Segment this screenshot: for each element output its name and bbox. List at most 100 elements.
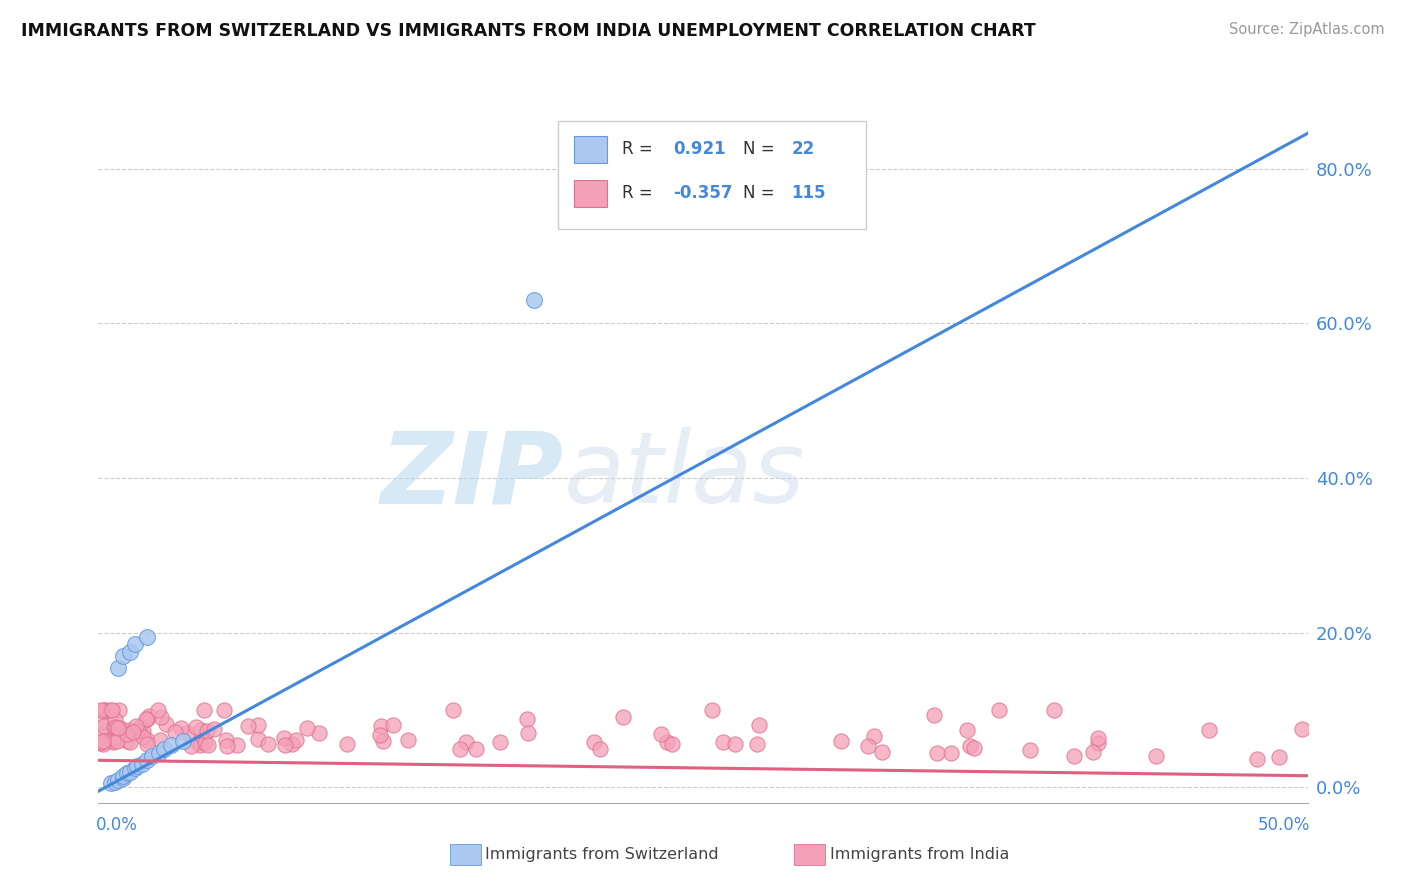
Point [274, 738, 297, 752]
Point [465, 742, 488, 756]
Point [856, 739, 879, 753]
Point [370, 718, 392, 732]
Point [90, 735, 112, 749]
Point [1043, 703, 1066, 717]
Text: Immigrants from Switzerland: Immigrants from Switzerland [485, 847, 718, 862]
Point [1087, 736, 1109, 750]
Point [93, 719, 115, 733]
Point [188, 738, 211, 752]
Point [135, 630, 157, 644]
Point [90, 736, 112, 750]
Point [146, 703, 169, 717]
Text: 0.921: 0.921 [672, 140, 725, 158]
Point [1246, 752, 1268, 766]
Point [136, 712, 159, 726]
Point [650, 727, 672, 741]
Point [111, 648, 134, 663]
Point [612, 710, 634, 724]
Point [1081, 745, 1104, 759]
Point [371, 734, 394, 748]
Point [107, 772, 129, 787]
Point [120, 734, 142, 748]
Point [125, 719, 148, 733]
Point [336, 737, 359, 751]
Point [194, 736, 217, 750]
Point [247, 731, 270, 746]
Text: R =: R = [621, 184, 652, 202]
Point [516, 725, 538, 739]
FancyBboxPatch shape [574, 180, 607, 207]
Point [1268, 750, 1291, 764]
Point [197, 738, 219, 752]
Point [118, 764, 141, 779]
FancyBboxPatch shape [558, 121, 866, 229]
Point [118, 723, 141, 738]
Point [1063, 748, 1085, 763]
Text: N =: N = [742, 184, 775, 202]
Point [195, 723, 218, 738]
Point [711, 735, 734, 749]
Point [150, 710, 173, 724]
Point [152, 741, 174, 756]
Point [115, 733, 138, 747]
Point [107, 721, 129, 735]
Point [135, 712, 157, 726]
Point [98, 703, 121, 717]
Point [488, 735, 510, 749]
Text: -0.357: -0.357 [672, 184, 733, 202]
Point [217, 739, 239, 753]
Point [103, 720, 125, 734]
Point [396, 733, 419, 747]
Point [101, 734, 124, 748]
Point [124, 637, 146, 651]
FancyBboxPatch shape [574, 136, 607, 162]
Point [155, 717, 177, 731]
Point [187, 736, 209, 750]
Text: ZIP: ZIP [381, 427, 564, 524]
Point [368, 728, 391, 742]
Point [127, 758, 149, 772]
Point [93, 733, 115, 747]
Point [700, 703, 723, 717]
Text: 115: 115 [792, 184, 825, 202]
Point [748, 718, 770, 732]
Point [225, 738, 247, 752]
Text: atlas: atlas [564, 427, 806, 524]
Point [118, 645, 141, 659]
Text: IMMIGRANTS FROM SWITZERLAND VS IMMIGRANTS FROM INDIA UNEMPLOYMENT CORRELATION CH: IMMIGRANTS FROM SWITZERLAND VS IMMIGRANT… [21, 22, 1036, 40]
Point [111, 769, 134, 783]
Point [959, 739, 981, 754]
Point [101, 735, 124, 749]
Point [927, 746, 949, 760]
Point [284, 732, 307, 747]
Point [117, 766, 139, 780]
Point [90, 703, 112, 717]
Text: 22: 22 [792, 140, 814, 158]
Point [124, 761, 146, 775]
Point [93, 703, 115, 717]
Point [163, 725, 186, 739]
Point [91, 737, 114, 751]
Point [128, 720, 150, 734]
Point [589, 742, 612, 756]
Point [135, 737, 157, 751]
Point [132, 730, 155, 744]
Point [655, 735, 678, 749]
Point [184, 720, 207, 734]
Point [963, 740, 986, 755]
Point [1144, 749, 1167, 764]
Point [454, 734, 477, 748]
Point [149, 732, 172, 747]
Point [870, 745, 893, 759]
Point [215, 733, 238, 747]
Point [308, 726, 330, 740]
Point [148, 746, 170, 760]
Point [830, 734, 852, 748]
Point [101, 703, 124, 717]
Point [172, 734, 194, 748]
Point [1087, 731, 1109, 745]
Point [138, 709, 160, 723]
Point [131, 757, 153, 772]
Point [202, 722, 225, 736]
Text: 0.0%: 0.0% [96, 816, 138, 834]
